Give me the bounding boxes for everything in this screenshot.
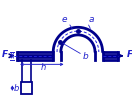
- Text: h: h: [41, 63, 46, 72]
- Text: b: b: [13, 84, 19, 93]
- Text: a: a: [88, 15, 94, 24]
- Text: F: F: [127, 50, 132, 59]
- Text: e: e: [62, 15, 67, 24]
- Text: b: b: [83, 52, 88, 61]
- Text: F: F: [2, 50, 8, 59]
- Bar: [21, 82, 32, 94]
